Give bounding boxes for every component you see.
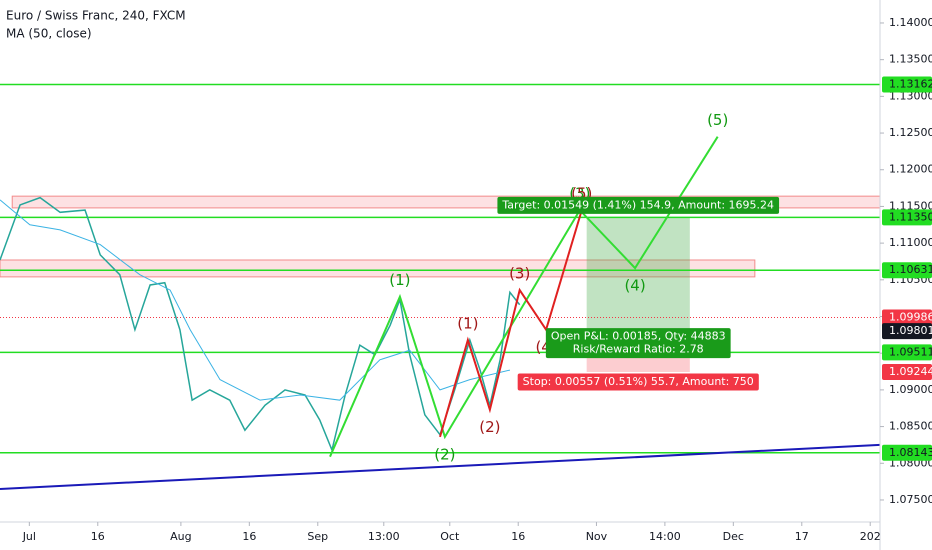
price-tag-label: 1.11350 [889, 210, 932, 223]
price-tag [882, 309, 932, 326]
y-tick-label: 1.11000 [889, 236, 932, 249]
stop-label: Stop: 0.00557 (0.51%) 55.7, Amount: 750 [517, 373, 759, 391]
indicator-label: MA (50, close) [6, 27, 92, 41]
pnl-label-bg [545, 328, 731, 359]
x-tick-label: Oct [440, 530, 460, 543]
x-tick-label: 16 [511, 530, 525, 543]
price-tag [882, 209, 932, 226]
x-tick-label: 14:00 [649, 530, 681, 543]
x-tick-label: 17 [795, 530, 809, 543]
y-tick-label: 1.11500 [889, 199, 932, 212]
price-tag-label: 1.10631 [889, 263, 932, 276]
y-tick-label: 1.08500 [889, 420, 932, 433]
stop-label-text: Stop: 0.00557 (0.51%) 55.7, Amount: 750 [523, 375, 754, 388]
pnl-label: Open P&L: 0.00185, Qty: 44883Risk/Reward… [545, 328, 731, 359]
y-tick-label: 1.12000 [889, 163, 932, 176]
y-tick-label: 1.14000 [889, 16, 932, 29]
wave-line [439, 209, 583, 438]
price-tag-label: 1.09801 [889, 324, 932, 337]
wave-label: (2) [479, 418, 500, 436]
price-tag [882, 323, 932, 340]
wave-label: (1) [457, 314, 478, 332]
wave-label: (4) [624, 277, 645, 295]
x-tick-label: Sep [307, 530, 328, 543]
price-tag [882, 344, 932, 361]
price-tag-label: 1.09986 [889, 311, 932, 324]
price-tag-label: 1.09511 [889, 345, 932, 358]
x-tick-label: 16 [91, 530, 105, 543]
price-tag [882, 76, 932, 93]
x-tick-label: 16 [242, 530, 256, 543]
target-label: Target: 0.01549 (1.41%) 154.9, Amount: 1… [497, 196, 780, 214]
wave-label: (3) [509, 265, 530, 283]
wave-label: (2) [434, 445, 455, 463]
price-tag-label: 1.13162 [889, 77, 932, 90]
target-label-bg [497, 196, 780, 214]
x-tick-label: 13:00 [368, 530, 400, 543]
x-tick-label: 202 [860, 530, 881, 543]
x-tick-label: Jul [22, 530, 36, 543]
target-label-text: Target: 0.01549 (1.41%) 154.9, Amount: 1… [501, 198, 774, 211]
x-tick-label: Aug [170, 530, 191, 543]
price-tag-label: 1.08143 [889, 446, 932, 459]
wave-label: (5) [707, 111, 728, 129]
chart-title: Euro / Swiss Franc, 240, FXCM [6, 9, 186, 23]
wave-label: (1) [389, 271, 410, 289]
y-tick-label: 1.12500 [889, 126, 932, 139]
price-tag [882, 363, 932, 380]
price-tag-label: 1.09244 [889, 365, 932, 378]
trendline [0, 443, 881, 490]
x-tick-label: Dec [723, 530, 744, 543]
y-tick-label: 1.07500 [889, 493, 932, 506]
pnl-label-text: Risk/Reward Ratio: 2.78 [573, 343, 704, 356]
stop-label-bg [517, 373, 759, 391]
price-line [0, 196, 521, 453]
y-tick-label: 1.09000 [889, 383, 932, 396]
x-tick-label: Nov [586, 530, 608, 543]
pnl-label-text: Open P&L: 0.00185, Qty: 44883 [551, 330, 726, 343]
plot-area: (1)(2)(3)(4)(5)(1)(2)(3)(4)(5)Target: 0.… [0, 83, 881, 490]
price-tag [882, 262, 932, 279]
price-line [0, 199, 511, 401]
y-tick-label: 1.13000 [889, 89, 932, 102]
y-tick-label: 1.13500 [889, 53, 932, 66]
price-tag [882, 444, 932, 461]
